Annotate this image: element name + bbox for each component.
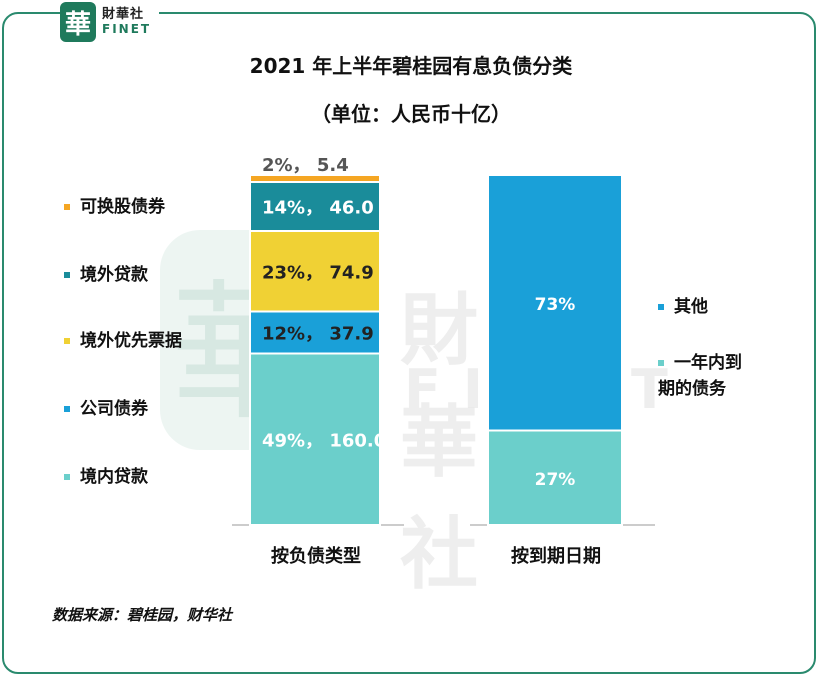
- bar-segment-1-0: [487, 429, 623, 526]
- data-label-1-1: 73%: [535, 295, 576, 315]
- logo-text: 財華社 FINET: [102, 7, 152, 37]
- legend-label: 其他: [674, 297, 708, 317]
- legend-label: 公司债券: [80, 399, 148, 419]
- bar-segment-0-2: [249, 230, 381, 313]
- legend-item: 可换股债券: [64, 192, 165, 217]
- x-category-debt-type: 按负债类型: [271, 546, 361, 567]
- legend-item: 境外优先票据: [64, 326, 182, 351]
- logo-name-cn: 財華社: [102, 7, 145, 22]
- x-category-maturity: 按到期日期: [511, 546, 601, 567]
- bar-segment-0-3: [249, 181, 381, 232]
- legend-swatch: [64, 406, 70, 412]
- legend-label: 境内贷款: [80, 467, 148, 487]
- legend-label: 境外优先票据: [80, 331, 182, 351]
- chart-title: 2021 年上半年碧桂园有息负债分类: [249, 54, 573, 78]
- legend-swatch: [64, 204, 70, 210]
- data-label-0-0: 49%， 160.0: [262, 430, 386, 451]
- legend-item: 一年内到期的债务: [658, 350, 758, 402]
- data-label-0-4: 2%， 5.4: [262, 155, 349, 176]
- legend-label: 可换股债券: [80, 197, 165, 217]
- chart-subtitle: （单位：人民币十亿）: [311, 102, 511, 126]
- legend-label: 境外贷款: [80, 265, 148, 285]
- finet-logo: 華 財華社 FINET: [60, 0, 160, 44]
- legend-item: 境内贷款: [64, 462, 148, 487]
- bar-segment-0-4: [249, 174, 381, 183]
- data-label-1-0: 27%: [535, 470, 576, 490]
- bar-segment-0-0: [249, 352, 381, 526]
- data-label-0-3: 14%， 46.0: [262, 198, 374, 219]
- data-label-0-2: 23%， 74.9: [262, 262, 374, 283]
- bar-segment-1-1: [487, 174, 623, 432]
- legend-item: 公司债券: [64, 394, 148, 419]
- legend-swatch: [64, 272, 70, 278]
- data-label-0-1: 12%， 37.9: [262, 324, 374, 345]
- legend-swatch: [658, 360, 664, 366]
- data-source: 数据来源：碧桂园，财华社: [52, 606, 233, 624]
- legend-swatch: [658, 304, 664, 310]
- chart-frame: [2, 12, 816, 674]
- legend-item: 其他: [658, 292, 708, 317]
- legend-item: 境外贷款: [64, 260, 148, 285]
- logo-name-en: FINET: [102, 22, 152, 36]
- legend-swatch: [64, 338, 70, 344]
- legend-swatch: [64, 474, 70, 480]
- logo-badge-icon: 華: [60, 2, 96, 42]
- legend-label: 一年内到期的债务: [658, 353, 742, 399]
- bar-segment-0-1: [249, 310, 381, 355]
